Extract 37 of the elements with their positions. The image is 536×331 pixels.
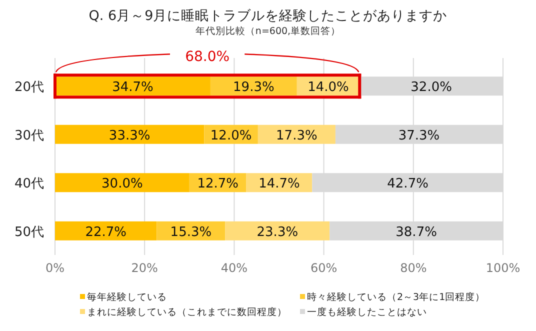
x-tick-label: 100% [486,261,520,275]
data-label: 32.0% [410,80,452,96]
x-tick-label: 80% [400,261,427,275]
data-label: 22.7% [85,224,127,240]
x-tick-label: 0% [45,261,65,275]
y-tick-label: 50代 [14,224,44,240]
y-tick-label: 40代 [14,176,44,192]
data-label: 14.0% [308,80,349,96]
bar [55,221,157,240]
x-tick-label: 40% [220,261,248,275]
data-label: 30.0% [102,176,143,192]
bar [210,76,297,96]
data-label: 17.3% [276,128,318,144]
y-tick-label: 20代 [14,80,44,96]
x-tick-label: 20% [131,261,158,275]
data-label: 15.3% [170,224,212,240]
data-label: 33.3% [108,128,150,144]
data-label: 42.7% [387,176,428,192]
bar [55,173,190,192]
y-tick-label: 30代 [14,128,44,144]
bar [55,76,210,96]
data-label: 12.0% [210,128,252,144]
bar [225,221,330,240]
annotation: 68.0% [185,49,230,66]
data-label: 12.7% [197,176,239,192]
x-tick-label: 60% [310,261,338,275]
data-label: 14.7% [258,176,300,192]
bar [55,124,204,144]
chart-title: Q. 6月～9月に睡眠トラブルを経験したことがありますか [88,8,448,24]
data-label: 37.3% [398,128,440,144]
bar [258,124,336,144]
data-label: 19.3% [233,80,274,96]
data-label: 23.3% [256,224,298,240]
data-label: 34.7% [112,80,154,96]
legend-label: 毎年経験している [87,291,167,303]
data-label: 38.7% [396,224,437,240]
chart-subtitle: 年代別比較（n=600,単数回答） [195,25,341,37]
